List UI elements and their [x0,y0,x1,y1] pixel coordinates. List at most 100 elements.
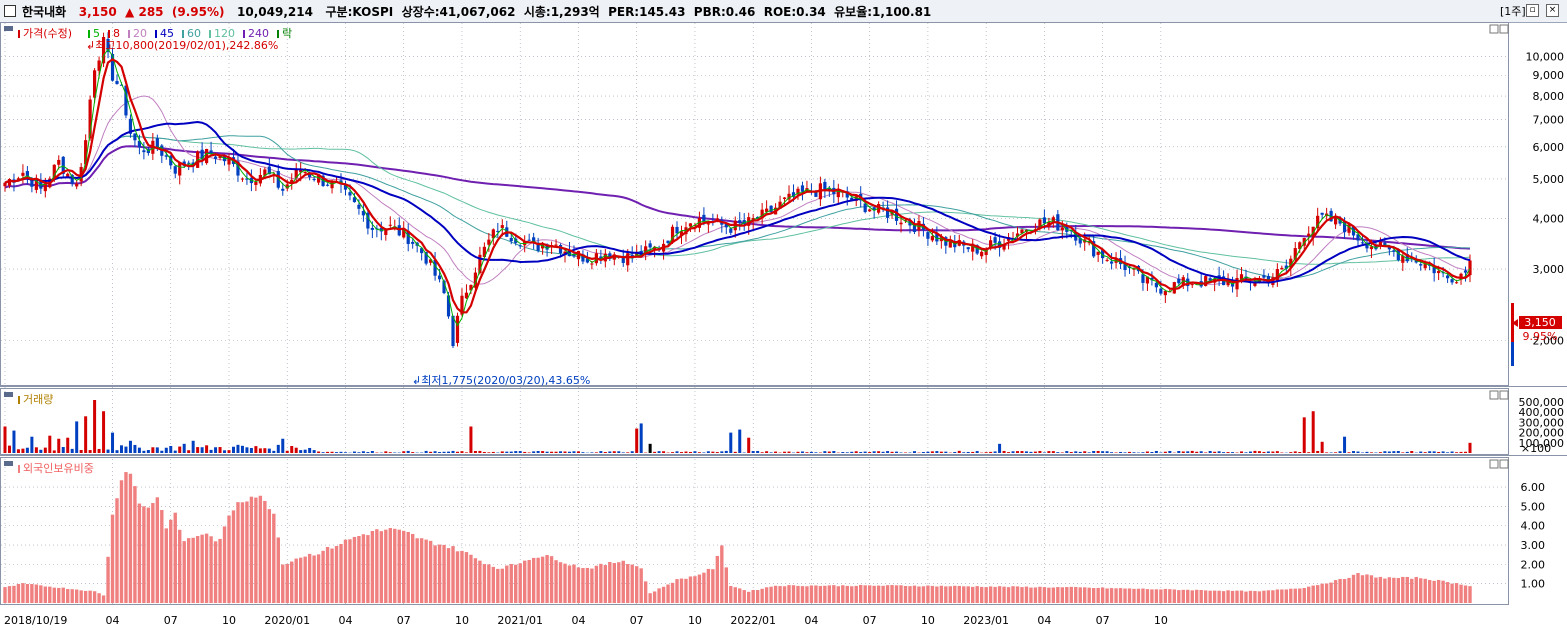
foreign-bar [612,563,616,603]
volume-panel-frame [0,388,1509,455]
candle-body [1101,250,1105,259]
foreign-bar [841,585,845,603]
volume-bar [1016,451,1020,453]
stock-chart[interactable]: 2,000 3,000 4,000 5,000 6,000 7,000 8,000 9,000… [0,22,1567,630]
candle-body [142,150,146,153]
volume-bar [881,451,885,453]
volume-bar [859,452,863,453]
restore-icon[interactable]: ▫ [1526,4,1539,17]
volume-tick-label: 300,000 [1519,416,1565,429]
candle-body [213,156,218,159]
candle-body [702,214,706,222]
volume-bar [236,444,240,453]
candle-body [1105,259,1109,261]
volume-bar [321,452,325,453]
close-icon[interactable]: × [1546,4,1559,17]
volume-bar [500,451,504,453]
foreign-bar [1212,590,1217,603]
foreign-bar [92,591,97,603]
foreign-bar [249,496,254,603]
candle-body [1289,258,1293,268]
foreign-bar [361,534,366,603]
candle-body [1423,263,1427,269]
volume-bar [572,451,576,453]
foreign-bar [791,585,796,603]
volume-bar [1065,451,1069,453]
candle-body [325,184,330,186]
panel-buttons[interactable] [1489,24,1509,469]
foreign-bar [1069,586,1073,603]
candle-body [1042,217,1046,224]
volume-bar [487,452,491,453]
foreign-bar [48,586,52,603]
foreign-bar [1172,589,1177,603]
foreign-bar [1015,586,1020,603]
foreign-bar [648,593,652,603]
candle-body [478,254,482,274]
candle-body [155,138,159,148]
candle-body [1253,281,1257,286]
price-tick-label: 4,000 [1533,212,1565,225]
candle-body [850,197,854,201]
foreign-bar [1271,590,1275,603]
volume-bar [240,445,244,453]
foreign-bar [1056,587,1060,603]
foreign-bar [796,585,800,603]
foreign-bar [643,581,648,603]
foreign-bar [1020,587,1024,603]
volume-bar [370,450,374,453]
foreign-bar [939,585,944,603]
volume-bar [581,452,585,453]
foreign-bar [1177,590,1181,603]
volume-bar [254,446,258,453]
foreign-bar [218,538,222,603]
volume-bar [599,451,603,453]
foreign-legend: 외국인보유비중 [4,461,94,475]
candle-body [75,183,79,187]
foreign-bar [97,593,101,603]
period-selector[interactable]: [1주] [1500,5,1526,18]
volume-bar [361,451,365,453]
select-checkbox[interactable] [4,5,16,17]
foreign-bar [764,587,769,603]
foreign-ownership-bars [3,472,1472,603]
volume-bar [433,451,437,453]
foreign-bar [379,531,384,603]
ma120-line [4,135,1471,265]
volume-bar [478,450,482,453]
foreign-bar [670,582,675,603]
candle-body [1226,280,1230,286]
foreign-bar [451,546,455,603]
foreign-bar [182,541,186,603]
foreign-bar [164,528,168,603]
foreign-bar [1226,590,1230,603]
foreign-bar [213,541,218,603]
foreign-label: 외국인보유비중 [23,462,94,475]
candle-body [688,223,693,227]
foreign-bar [657,588,661,603]
candle-body [1356,234,1360,241]
date-tick-label: 04 [338,614,352,627]
volume-bar [639,423,643,453]
volume-bar [603,452,607,453]
foreign-bar [697,574,702,603]
candle-body [451,315,455,347]
foreign-bar [818,586,823,603]
pbr-value: PBR:0.46 [693,5,756,19]
foreign-bar [867,585,872,603]
foreign-bar [930,585,935,603]
candle-body [366,212,370,229]
candle-body [455,315,460,343]
volume-bar [998,443,1002,453]
stock-name: 한국내화 [22,5,67,19]
volume-bar [747,437,751,453]
volume-bar [281,438,285,453]
candle-body [173,166,177,174]
candle-body [1347,224,1351,233]
candle-body [482,246,486,258]
volume-bar [1007,452,1011,453]
volume-bar [787,451,791,453]
volume-bar [249,447,253,453]
volume-bar [800,451,804,453]
foreign-bar [702,572,706,603]
